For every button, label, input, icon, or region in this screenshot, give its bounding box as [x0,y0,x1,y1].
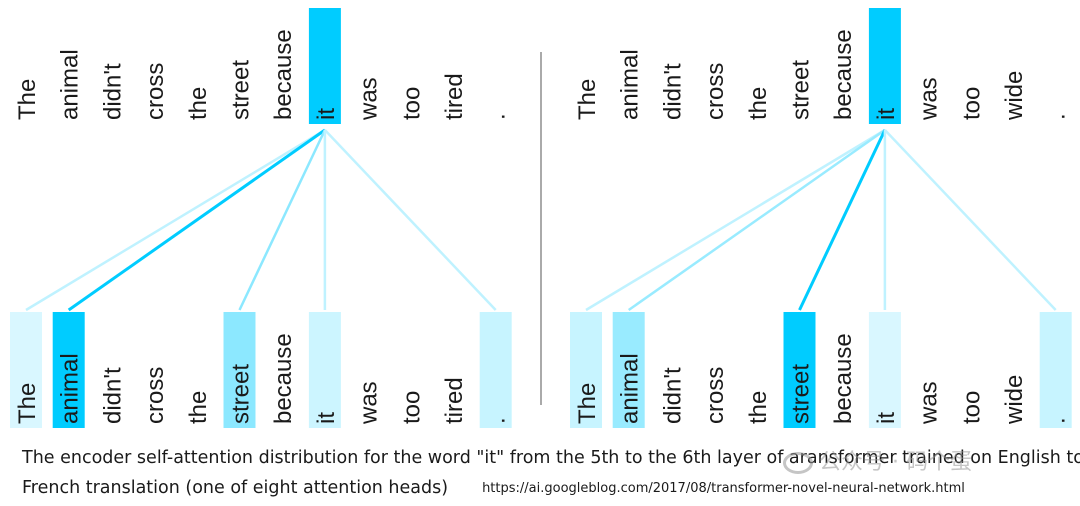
left-attention-panel: The animal didn't cross the street because it wa… [10,8,512,428]
attention-line-right-5 [798,129,887,311]
top-token-left-11: . [484,113,511,120]
bottom-token-right-4: the [745,391,772,424]
bottom-token-left-3: cross [142,367,169,424]
caption-line-2: French translation (one of eight attenti… [22,478,965,498]
bottom-token-right-7: it [873,412,900,424]
top-token-left-2: didn't [99,63,126,120]
top-token-left-8: was [356,77,383,121]
attention-box-left-1 [52,312,85,428]
top-token-right-6: because [830,29,857,120]
wechat-icon [783,452,813,474]
bottom-token-left-4: the [185,391,212,424]
top-token-left-3: cross [142,63,169,120]
source-url-link[interactable]: https://ai.googleblog.com/2017/08/transf… [482,481,965,496]
attention-diagram: The animal didn't cross the street because it wa… [10,8,1072,428]
top-token-left-9: too [398,87,425,120]
top-token-right-10: wide [1001,71,1028,121]
watermark: 公众号 · 码个蛋 [783,444,972,476]
bottom-token-right-6: because [830,333,857,424]
attention-box-left-5 [223,312,256,428]
query-highlight-right [868,8,901,124]
top-token-right-2: didn't [659,63,686,120]
bottom-token-right-2: didn't [659,367,686,424]
attention-box-right-0 [570,312,602,428]
bottom-token-left-0: The [14,383,41,424]
bottom-token-right-8: was [916,381,943,425]
attention-box-left-11 [479,312,512,428]
top-token-right-11: . [1044,113,1071,120]
bottom-token-right-10: wide [1001,375,1028,425]
caption-line-1: The encoder self-attention distribution … [22,448,1080,468]
bottom-token-right-5: street [788,364,815,424]
attention-line-right-1 [627,128,886,312]
bottom-token-right-9: too [958,391,985,424]
top-token-left-1: animal [57,49,84,120]
top-token-right-3: cross [702,63,729,120]
attention-box-right-1 [612,312,645,428]
bottom-token-left-6: because [270,333,297,424]
bottom-token-right-0: The [574,383,601,424]
attention-box-right-5 [783,312,816,428]
bottom-token-right-1: animal [617,353,644,424]
top-token-left-4: the [185,87,212,120]
attention-line-right-11 [883,129,1057,311]
top-token-right-1: animal [617,49,644,120]
bottom-token-left-10: tired [441,377,468,424]
top-token-left-0: The [14,79,41,120]
caption-line-2-text: French translation (one of eight attenti… [22,478,449,498]
top-token-right-8: was [916,77,943,121]
attention-line-left-11 [323,129,497,311]
bottom-token-left-5: street [228,364,255,424]
top-token-left-10: tired [441,73,468,120]
top-token-right-9: too [958,87,985,120]
attention-box-left-7 [308,312,341,428]
watermark-text: 公众号 · 码个蛋 [819,450,972,475]
top-token-left-7: it [313,108,340,120]
bottom-token-left-2: didn't [99,367,126,424]
attention-line-left-1 [67,128,326,312]
top-token-right-4: the [745,87,772,120]
bottom-token-right-3: cross [702,367,729,424]
query-highlight-left [308,8,341,124]
right-attention-panel: The animal didn't cross the street because it wa… [570,8,1072,428]
bottom-token-left-11: . [484,417,511,424]
bottom-token-left-7: it [313,412,340,424]
attention-line-left-0 [25,128,326,312]
top-token-left-5: street [228,60,255,120]
bottom-token-right-11: . [1044,417,1071,424]
top-token-right-5: street [788,60,815,120]
attention-box-right-7 [868,312,901,428]
top-token-right-0: The [574,79,601,120]
attention-line-left-5 [238,129,327,311]
bottom-token-left-8: was [356,381,383,425]
bottom-token-left-9: too [398,391,425,424]
bottom-token-left-1: animal [57,353,84,424]
attention-box-left-0 [10,312,42,428]
attention-line-right-0 [585,128,886,312]
attention-box-right-11 [1039,312,1072,428]
top-token-right-7: it [873,108,900,120]
top-token-left-6: because [270,29,297,120]
